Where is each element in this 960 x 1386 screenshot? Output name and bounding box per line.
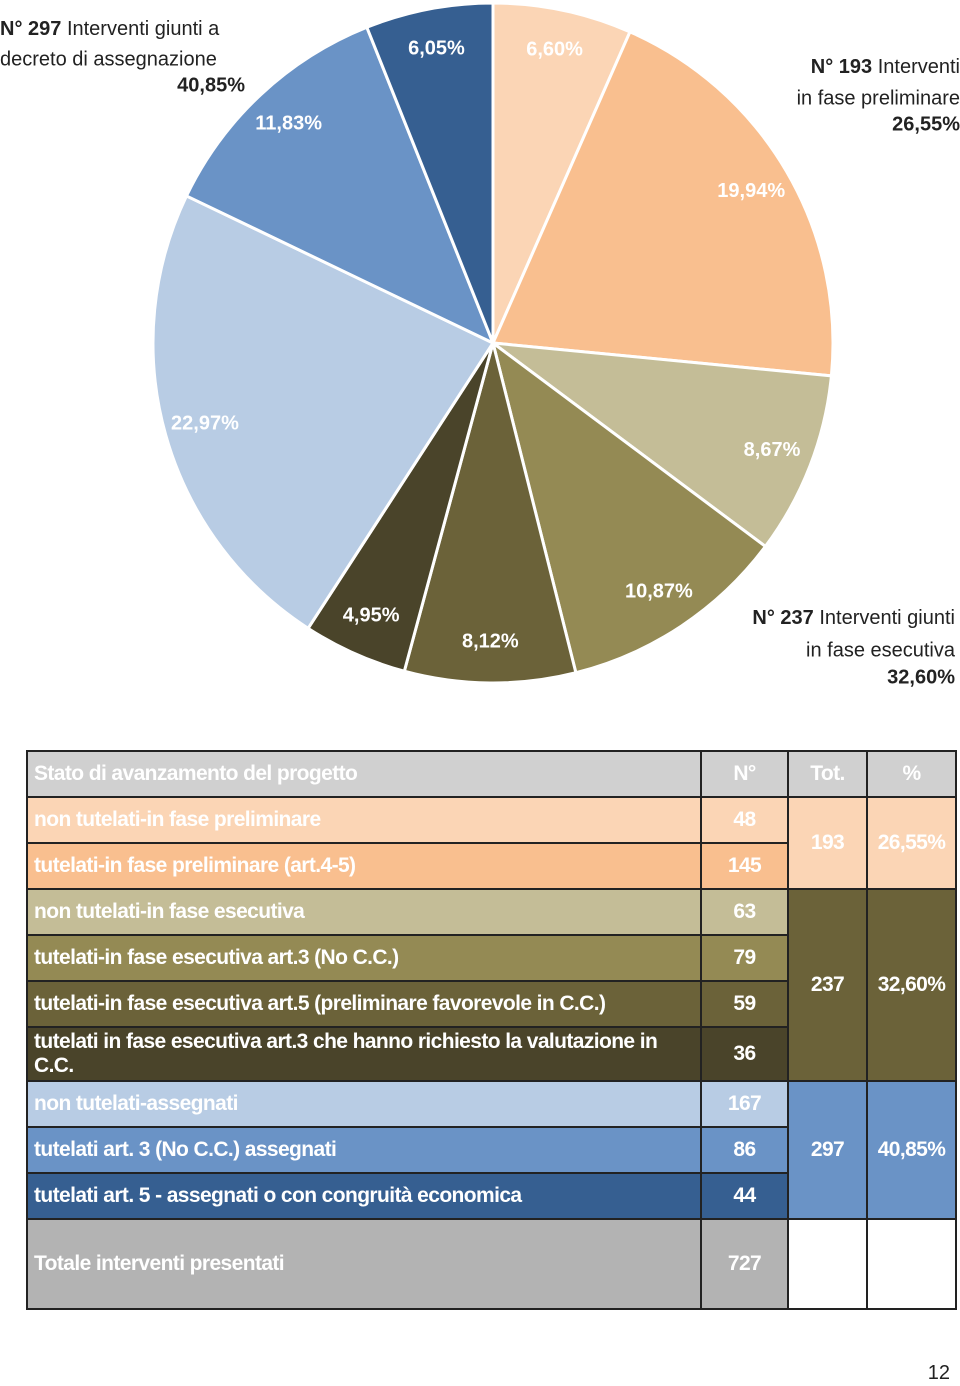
annotation-count: N° 193: [811, 56, 872, 78]
annotation: N° 193 Interventi: [811, 56, 960, 78]
row-count: 63: [700, 888, 789, 936]
pie-slice: [490, 29, 835, 378]
header-cell: N°: [700, 750, 789, 798]
pie-slice: [491, 1, 632, 344]
table-row: non tutelati-assegnati 167 297 40,85%: [26, 1080, 957, 1220]
annotation: N° 297 Interventi giunti a: [0, 18, 220, 40]
table-row: non tutelati-in fase esecutiva 63 237 32,60…: [26, 888, 957, 1082]
total-label: Totale interventi presentati: [26, 1218, 702, 1310]
pie-slice: [490, 339, 768, 675]
annotation-count: N° 297: [0, 18, 61, 40]
header-cell: Stato di avanzamento del progetto: [26, 750, 702, 798]
row-count: 145: [700, 842, 789, 890]
annotation-text: Interventi giunti: [819, 607, 955, 629]
table-row: Totale interventi presentati 727: [26, 1218, 957, 1310]
row-label: non tutelati-assegnati: [26, 1080, 702, 1128]
slice-label: 11,83%: [255, 113, 322, 135]
row-count: 36: [700, 1026, 789, 1082]
row-label: tutelati art. 5 - assegnati o con congru…: [26, 1172, 702, 1220]
row-label: tutelati-in fase esecutiva art.3 (No C.C…: [26, 934, 702, 982]
table-row: tutelati-in fase esecutiva art.5 (prelim…: [26, 980, 956, 1028]
pie-slice: [151, 193, 496, 631]
table-row: tutelati in fase esecutiva art.3 che han…: [26, 1026, 956, 1082]
slice-label: 6,60%: [526, 38, 583, 60]
annotation-count: N° 237: [752, 607, 813, 629]
slice-label: 22,97%: [171, 412, 239, 434]
group-total: 237: [787, 888, 868, 1082]
slice-label: 4,95%: [343, 605, 400, 627]
annotation-text: Interventi: [878, 56, 960, 78]
annotation: N° 237 Interventi giunti: [752, 607, 955, 629]
slice-label: 19,94%: [717, 180, 785, 202]
table-row: tutelati art. 5 - assegnati o con congru…: [26, 1172, 956, 1220]
slice-label: 10,87%: [625, 580, 693, 602]
row-count: 59: [700, 980, 789, 1028]
row-label: tutelati-in fase esecutiva art.5 (prelim…: [26, 980, 702, 1028]
annotation-percent: 26,55%: [892, 113, 960, 135]
header-cell: Tot.: [787, 750, 868, 798]
annotation-text: in fase preliminare: [797, 87, 960, 109]
group-percent: 32,60%: [866, 888, 957, 1082]
total-count: 727: [700, 1218, 789, 1310]
pie-slice: [487, 340, 834, 549]
row-label: non tutelati-in fase esecutiva: [26, 888, 702, 936]
slice-label: 8,67%: [744, 439, 801, 461]
row-label: non tutelati-in fase preliminare: [26, 796, 702, 844]
row-count: 167: [700, 1080, 789, 1128]
annotation-text: decreto di assegnazione: [0, 48, 217, 70]
row-count: 44: [700, 1172, 789, 1220]
pie-slice: [402, 337, 578, 685]
table-row: non tutelati-in fase preliminare 48 193 26,…: [26, 796, 957, 890]
slice-label: 8,12%: [462, 630, 519, 652]
row-count: 86: [700, 1126, 789, 1174]
table-row: tutelati-in fase esecutiva art.3 (No C.C…: [26, 934, 956, 982]
group-percent: 26,55%: [866, 796, 957, 890]
empty-cell: [866, 1218, 957, 1310]
row-count: 79: [700, 934, 789, 982]
page-number: 12: [927, 1362, 950, 1384]
slice-label: 6,05%: [408, 37, 465, 59]
annotation-text: Interventi giunti a: [67, 18, 220, 40]
annotation-percent: 40,85%: [177, 74, 245, 96]
table-row: tutelati art. 3 (No C.C.) assegnati 86: [26, 1126, 956, 1174]
row-label: tutelati-in fase preliminare (art.4-5): [26, 842, 702, 890]
table-row: tutelati-in fase preliminare (art.4-5) 14…: [26, 842, 956, 890]
row-label: tutelati art. 3 (No C.C.) assegnati: [26, 1126, 702, 1174]
row-label: tutelati in fase esecutiva art.3 che han…: [26, 1026, 702, 1082]
header-cell: %: [866, 750, 957, 798]
pie-slice: [364, 1, 495, 344]
annotation-percent: 32,60%: [887, 666, 955, 688]
annotation-text: in fase esecutiva: [806, 639, 956, 661]
empty-cell: [787, 1218, 868, 1310]
status-table: Stato di avanzamento del progetto N° Tot.%…: [26, 750, 957, 1310]
group-percent: 40,85%: [866, 1080, 957, 1220]
group-total: 297: [787, 1080, 868, 1220]
pie-slice: [184, 25, 496, 347]
pie-chart: 6,60% 19,94% 8,67% 10,87% 8,12% 4,95% 22,97% 11…: [0, 1, 960, 688]
row-count: 48: [700, 796, 789, 844]
group-total: 193: [787, 796, 868, 890]
table-row: Stato di avanzamento del progetto N° Tot.%: [26, 750, 957, 798]
